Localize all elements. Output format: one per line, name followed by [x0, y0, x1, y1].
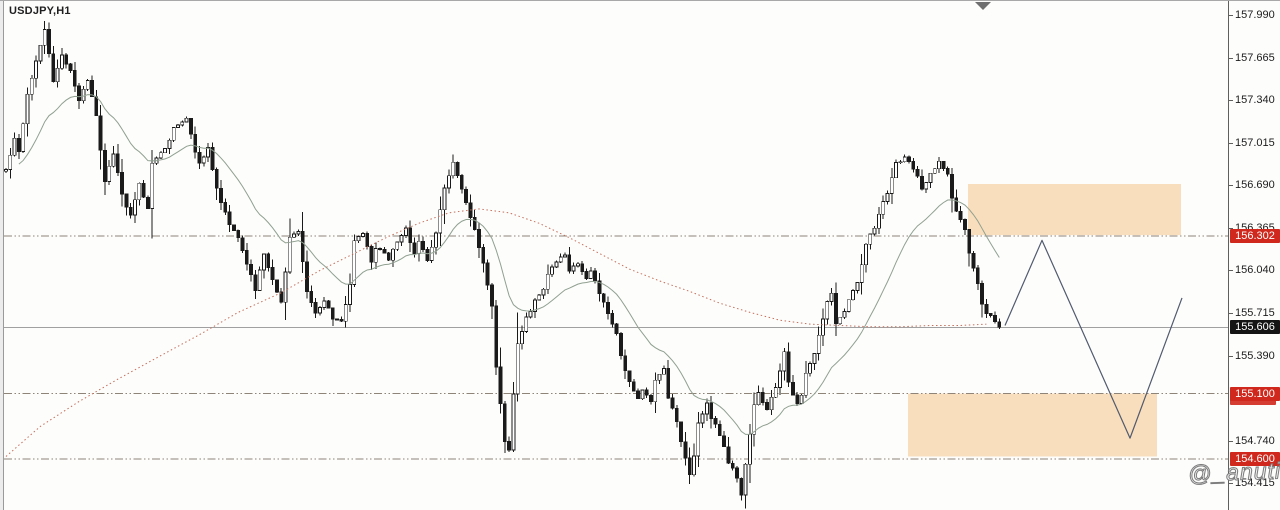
- axis-tick-label: 157.015: [1235, 136, 1275, 149]
- axis-tick-mark: [1229, 142, 1233, 144]
- price-badge-155.606: 155.606: [1230, 320, 1280, 335]
- demand-zone[interactable]: [908, 393, 1157, 457]
- axis-tick-label: 155.390: [1235, 349, 1275, 362]
- axis-tick-label: 154.740: [1235, 434, 1275, 447]
- axis-tick-label: 156.690: [1235, 179, 1275, 192]
- axis-tick-mark: [1229, 313, 1233, 315]
- axis-tick-label: 156.040: [1235, 264, 1275, 277]
- ma-fast-line[interactable]: [18, 94, 1000, 435]
- price-badge-156.302: 156.302: [1230, 229, 1280, 244]
- price-badge-155.100: 155.100: [1230, 386, 1280, 401]
- axis-tick-mark: [1229, 355, 1233, 357]
- chart-shift-marker-icon[interactable]: [975, 2, 991, 10]
- ma-slow-line[interactable]: [5, 208, 987, 457]
- axis-tick-mark: [1229, 440, 1233, 442]
- window-left-border: [0, 1, 4, 510]
- supply-zone[interactable]: [968, 183, 1181, 236]
- axis-tick-label: 157.665: [1235, 51, 1275, 64]
- axis-tick-mark: [1229, 483, 1233, 485]
- price-axis[interactable]: 157.990 157.665 157.340 157.015 156.690 156.3…: [1228, 1, 1280, 510]
- price-chart[interactable]: [0, 1, 1228, 510]
- axis-tick-mark: [1229, 100, 1233, 102]
- axis-tick-mark: [1229, 57, 1233, 59]
- axis-tick-label: 154.415: [1235, 477, 1275, 490]
- candles: [4, 20, 1002, 509]
- axis-tick-mark: [1229, 185, 1233, 187]
- price-badge-154.600: 154.600: [1230, 452, 1280, 467]
- clipped-price-badge: [1230, 398, 1276, 405]
- axis-tick-label: 157.340: [1235, 94, 1275, 107]
- projection-zigzag-line[interactable]: [1004, 239, 1183, 439]
- axis-tick-mark: [1229, 15, 1233, 16]
- axis-tick-mark: [1229, 270, 1233, 272]
- chart-symbol-title: USDJPY,H1: [9, 5, 71, 17]
- axis-tick-mark: [1229, 227, 1233, 229]
- axis-tick-label: 157.990: [1235, 9, 1275, 21]
- axis-tick-label: 155.715: [1235, 307, 1275, 320]
